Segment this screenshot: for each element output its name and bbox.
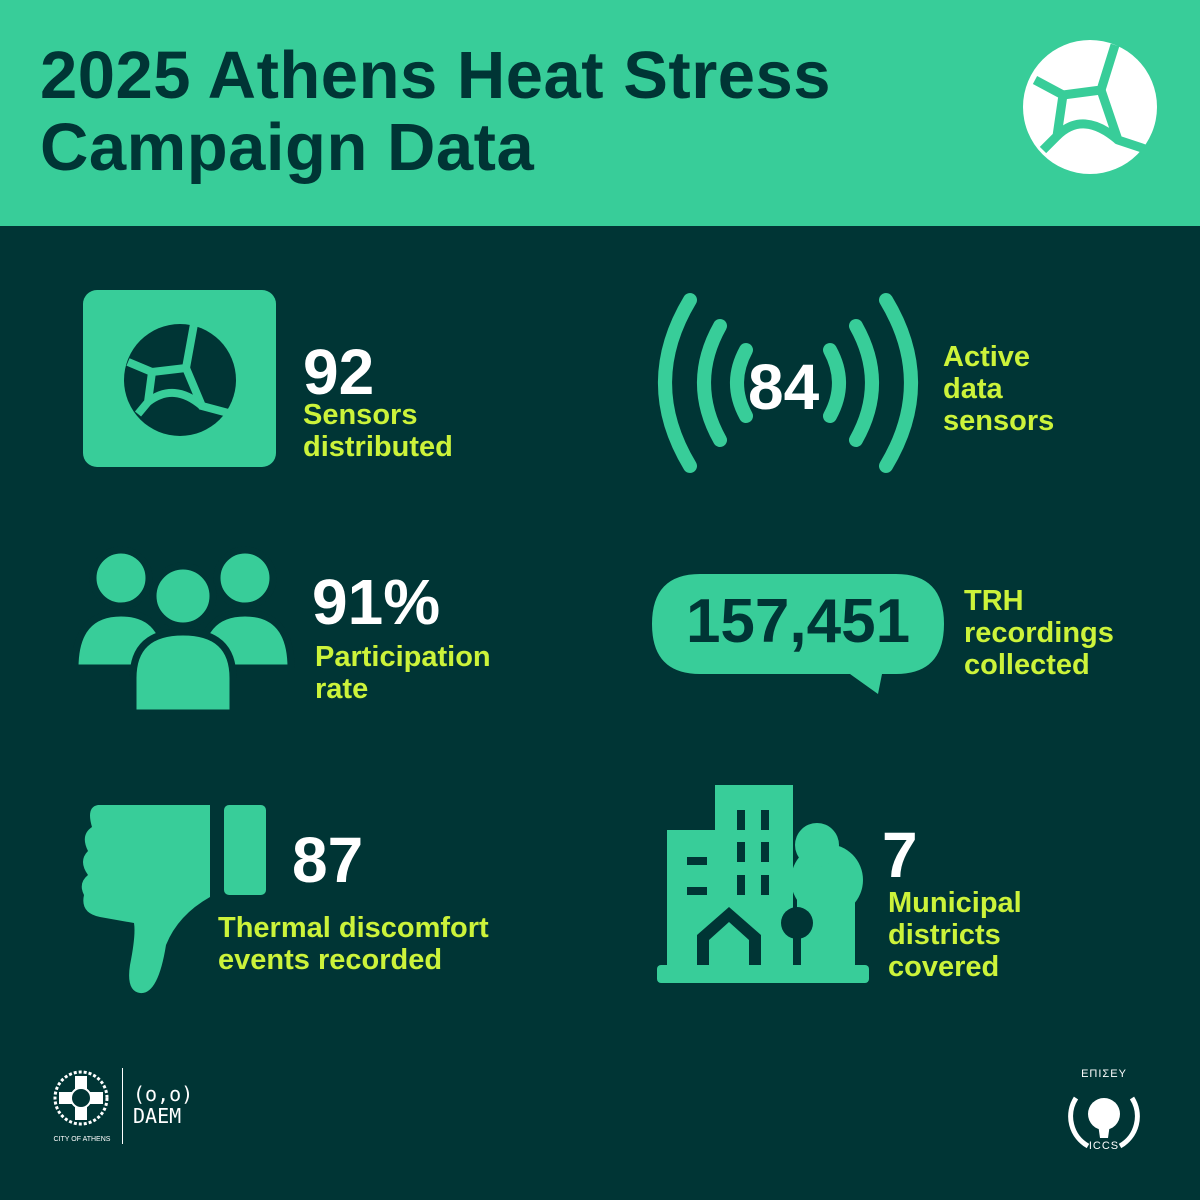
sensor-logo-icon xyxy=(83,290,276,467)
thumbs-down-icon xyxy=(81,805,266,994)
people-group-icon xyxy=(71,546,295,717)
iccs-logo xyxy=(1068,1096,1140,1149)
title-line-1: 2025 Athens Heat Stress xyxy=(40,38,832,113)
stat-value-trh-recordings: 157,451 xyxy=(685,587,911,656)
city-buildings-icon xyxy=(657,785,869,983)
iccs-logo-bottom-text: ICCS xyxy=(1088,1140,1120,1152)
cracked-circle-logo-icon xyxy=(1023,40,1157,174)
stat-label-active-sensors: Active data sensors xyxy=(943,341,1055,437)
daem-logo: (o,o) DAEM xyxy=(133,1082,194,1128)
stat-value-active-sensors: 84 xyxy=(748,351,820,423)
iccs-logo-top-text: ΕΠΙΣΕΥ xyxy=(1081,1068,1127,1080)
stat-label-trh-recordings: TRH recordings collected xyxy=(964,585,1114,681)
stat-value-participation: 91% xyxy=(312,566,441,638)
page-title: 2025 Athens Heat Stress Campaign Data xyxy=(40,40,831,184)
stat-value-districts: 7 xyxy=(882,819,918,891)
stat-value-thermal-events: 87 xyxy=(292,824,364,896)
header-banner xyxy=(0,0,1200,226)
logo-divider xyxy=(122,1068,123,1144)
stat-label-participation: Participation rate xyxy=(315,641,491,705)
stat-label-sensors-distributed: Sensors distributed xyxy=(303,399,453,463)
title-line-2: Campaign Data xyxy=(40,110,535,185)
stat-label-thermal-events: Thermal discomfort events recorded xyxy=(218,912,489,976)
signal-waves-icon xyxy=(658,293,918,473)
stat-value-sensors-distributed: 92 xyxy=(303,336,375,408)
speech-bubble-icon xyxy=(652,574,944,694)
stat-label-districts: Municipal districts covered xyxy=(888,887,1022,983)
city-of-athens-logo xyxy=(53,1070,109,1126)
city-of-athens-text: CITY OF ATHENS xyxy=(53,1136,111,1143)
